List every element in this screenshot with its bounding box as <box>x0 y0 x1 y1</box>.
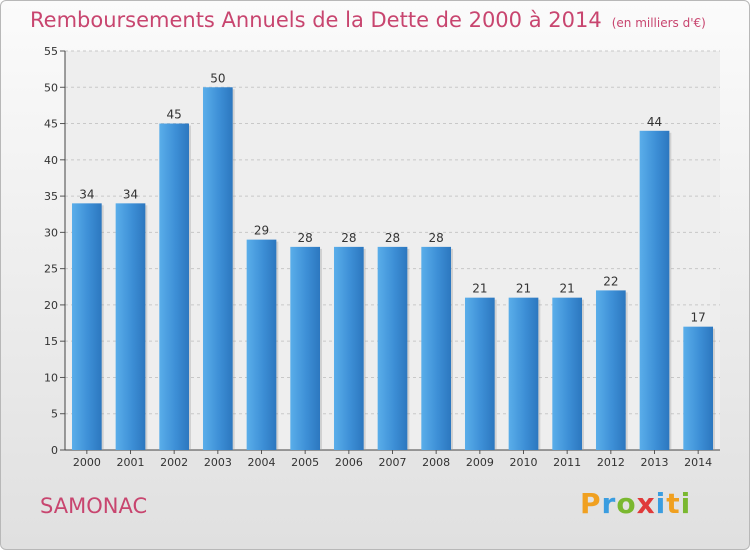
y-tick-label: 20 <box>44 299 58 312</box>
y-tick-label: 0 <box>51 444 58 457</box>
x-tick-label: 2003 <box>204 456 232 469</box>
y-tick-label: 40 <box>44 154 58 167</box>
x-tick-label: 2014 <box>684 456 712 469</box>
chart-title-text: Remboursements Annuels de la Dette de 20… <box>30 8 602 32</box>
x-tick-label: 2008 <box>422 456 450 469</box>
x-tick-label: 2001 <box>117 456 145 469</box>
bar-value-label: 17 <box>691 311 706 325</box>
y-tick-label: 45 <box>44 118 58 131</box>
bar-value-label: 21 <box>516 282 531 296</box>
bar-2003 <box>202 87 233 450</box>
logo-letter: x <box>636 487 656 520</box>
logo-letter: P <box>580 487 602 520</box>
y-tick-label: 5 <box>51 408 58 421</box>
bar-value-label: 28 <box>385 231 400 245</box>
bar-value-label: 34 <box>123 187 138 201</box>
y-tick-label: 50 <box>44 81 58 94</box>
x-tick-label: 2006 <box>335 456 363 469</box>
bar-2009 <box>464 297 495 450</box>
bar-value-label: 28 <box>298 231 313 245</box>
x-tick-label: 2000 <box>73 456 101 469</box>
bar-2011 <box>552 297 583 450</box>
logo-letter: o <box>616 487 637 520</box>
bar-value-label: 28 <box>341 231 356 245</box>
y-tick-label: 10 <box>44 371 58 384</box>
y-tick-label: 55 <box>44 45 58 58</box>
bar-value-label: 21 <box>560 282 575 296</box>
bar-2008 <box>421 246 452 450</box>
bar-2000 <box>71 203 102 450</box>
logo-letter: i <box>655 487 667 520</box>
bar-value-label: 28 <box>429 231 444 245</box>
bar-value-label: 21 <box>472 282 487 296</box>
y-tick-label: 30 <box>44 226 58 239</box>
logo-letter: t <box>666 487 681 520</box>
bar-2013 <box>639 130 670 451</box>
bar-2002 <box>159 123 190 450</box>
bar-2005 <box>290 246 321 450</box>
x-tick-label: 2007 <box>379 456 407 469</box>
bar-value-label: 29 <box>254 224 269 238</box>
bar-2006 <box>333 246 364 450</box>
logo-letter: r <box>601 487 617 520</box>
x-tick-label: 2013 <box>641 456 669 469</box>
y-tick-label: 25 <box>44 263 58 276</box>
x-tick-label: 2005 <box>291 456 319 469</box>
bar-value-label: 50 <box>210 71 225 85</box>
bar-2007 <box>377 246 408 450</box>
bar-value-label: 45 <box>167 108 182 122</box>
bar-2004 <box>246 239 277 450</box>
bar-value-label: 34 <box>79 187 94 201</box>
x-tick-label: 2011 <box>553 456 581 469</box>
bar-value-label: 22 <box>603 274 618 288</box>
bar-2012 <box>595 290 626 450</box>
chart-subtitle: (en milliers d'€) <box>611 16 706 30</box>
logo-letter: i <box>680 487 692 520</box>
y-tick-label: 15 <box>44 335 58 348</box>
proxiti-logo: Proxiti <box>580 487 691 520</box>
town-name: SAMONAC <box>40 494 148 518</box>
x-tick-label: 2002 <box>160 456 188 469</box>
x-tick-label: 2012 <box>597 456 625 469</box>
bar-value-label: 44 <box>647 115 662 129</box>
bar-2014 <box>683 326 714 450</box>
chart-title: Remboursements Annuels de la Dette de 20… <box>30 8 706 32</box>
x-tick-label: 2009 <box>466 456 494 469</box>
bar-2010 <box>508 297 539 450</box>
x-tick-label: 2004 <box>248 456 276 469</box>
x-tick-label: 2010 <box>510 456 538 469</box>
bar-2001 <box>115 203 146 450</box>
y-tick-label: 35 <box>44 190 58 203</box>
